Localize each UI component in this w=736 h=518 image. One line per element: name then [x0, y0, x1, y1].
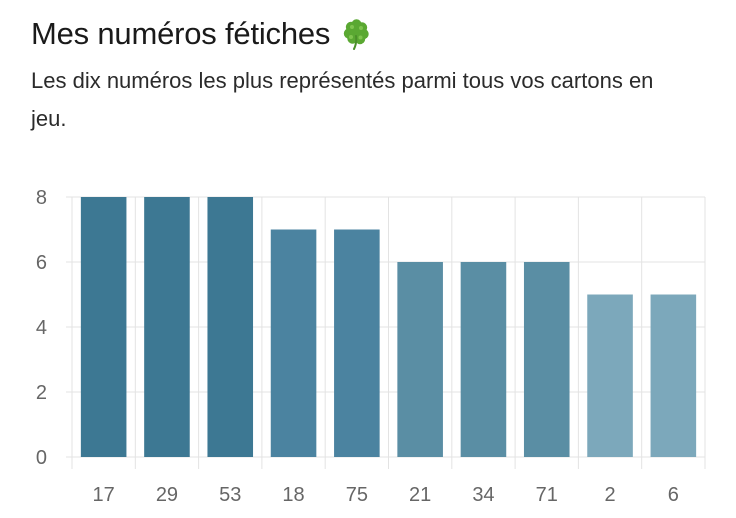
bar-53: [207, 197, 254, 457]
x-tick-label: 75: [346, 484, 368, 506]
x-tick-label: 6: [668, 484, 679, 506]
bar-2: [587, 294, 633, 457]
bar-34: [460, 262, 507, 457]
bar-18: [270, 229, 317, 457]
x-tick-label: 34: [472, 484, 494, 506]
x-tick-label: 17: [93, 484, 115, 506]
four-leaf-clover-icon: [344, 19, 369, 50]
x-tick-label: 18: [282, 484, 304, 506]
page-subtitle: Les dix numéros les plus représentés par…: [31, 68, 654, 131]
bar-chart: 0 2 4 6 8 17 29 53 18 75 21 34 71 2 6: [0, 170, 736, 518]
y-tick-label: 4: [36, 317, 47, 339]
bar-6: [650, 294, 697, 457]
x-tick-label: 21: [409, 484, 431, 506]
title-row: Mes numéros fétiches: [31, 14, 372, 54]
x-tick-label: 29: [156, 484, 178, 506]
x-tick-label: 2: [604, 484, 615, 506]
y-tick-label: 0: [36, 447, 47, 469]
bar-29: [144, 197, 190, 457]
x-tick-label: 71: [536, 484, 558, 506]
page-title: Mes numéros fétiches: [31, 16, 331, 51]
bar-17: [80, 197, 127, 457]
y-tick-label: 2: [36, 382, 47, 404]
bar-chart-svg: 0 2 4 6 8 17 29 53 18 75 21 34 71 2 6: [36, 187, 706, 506]
y-tick-label: 6: [36, 252, 47, 274]
bar-75: [334, 229, 380, 457]
bar-21: [397, 262, 443, 457]
y-tick-label: 8: [36, 187, 47, 209]
x-tick-label: 53: [219, 484, 241, 506]
bar-71: [523, 262, 570, 457]
